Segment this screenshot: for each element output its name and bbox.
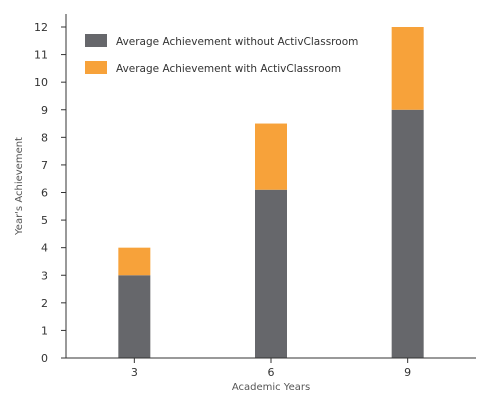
y-tick-label: 10 — [34, 76, 48, 89]
legend: Average Achievement without ActivClassro… — [85, 34, 358, 75]
y-tick-label: 5 — [41, 214, 48, 227]
legend-label-without: Average Achievement without ActivClassro… — [116, 36, 358, 48]
legend-label-with: Average Achievement with ActivClassroom — [116, 63, 341, 75]
bar-with-year-3 — [118, 247, 151, 276]
y-tick-label: 11 — [34, 49, 48, 62]
bar-without-year-6 — [255, 189, 287, 358]
x-ticks-group: 3 6 9 — [131, 358, 411, 379]
x-tick-label: 3 — [131, 366, 138, 379]
bar-without-year-3 — [118, 275, 151, 358]
x-tick-label: 6 — [268, 366, 275, 379]
x-axis-title: Academic Years — [232, 382, 310, 393]
y-tick-label: 4 — [41, 242, 48, 255]
bar-with-year-6 — [255, 123, 287, 190]
y-tick-label: 6 — [41, 187, 48, 200]
legend-swatch-with — [85, 61, 107, 74]
y-tick-label: 0 — [41, 352, 48, 365]
y-tick-label: 2 — [41, 297, 48, 310]
y-tick-label: 3 — [41, 269, 48, 282]
x-tick-label: 9 — [404, 366, 411, 379]
y-tick-label: 9 — [41, 104, 48, 117]
y-tick-label: 12 — [34, 21, 48, 34]
bar-with-year-9 — [391, 27, 424, 110]
y-tick-label: 1 — [41, 324, 48, 337]
y-axis-title: Year's Achievement — [14, 137, 25, 236]
y-tick-label: 8 — [41, 131, 48, 144]
legend-swatch-without — [85, 34, 107, 47]
bar-without-year-9 — [391, 109, 424, 358]
bars-group — [118, 27, 424, 358]
y-tick-label: 7 — [41, 159, 48, 172]
